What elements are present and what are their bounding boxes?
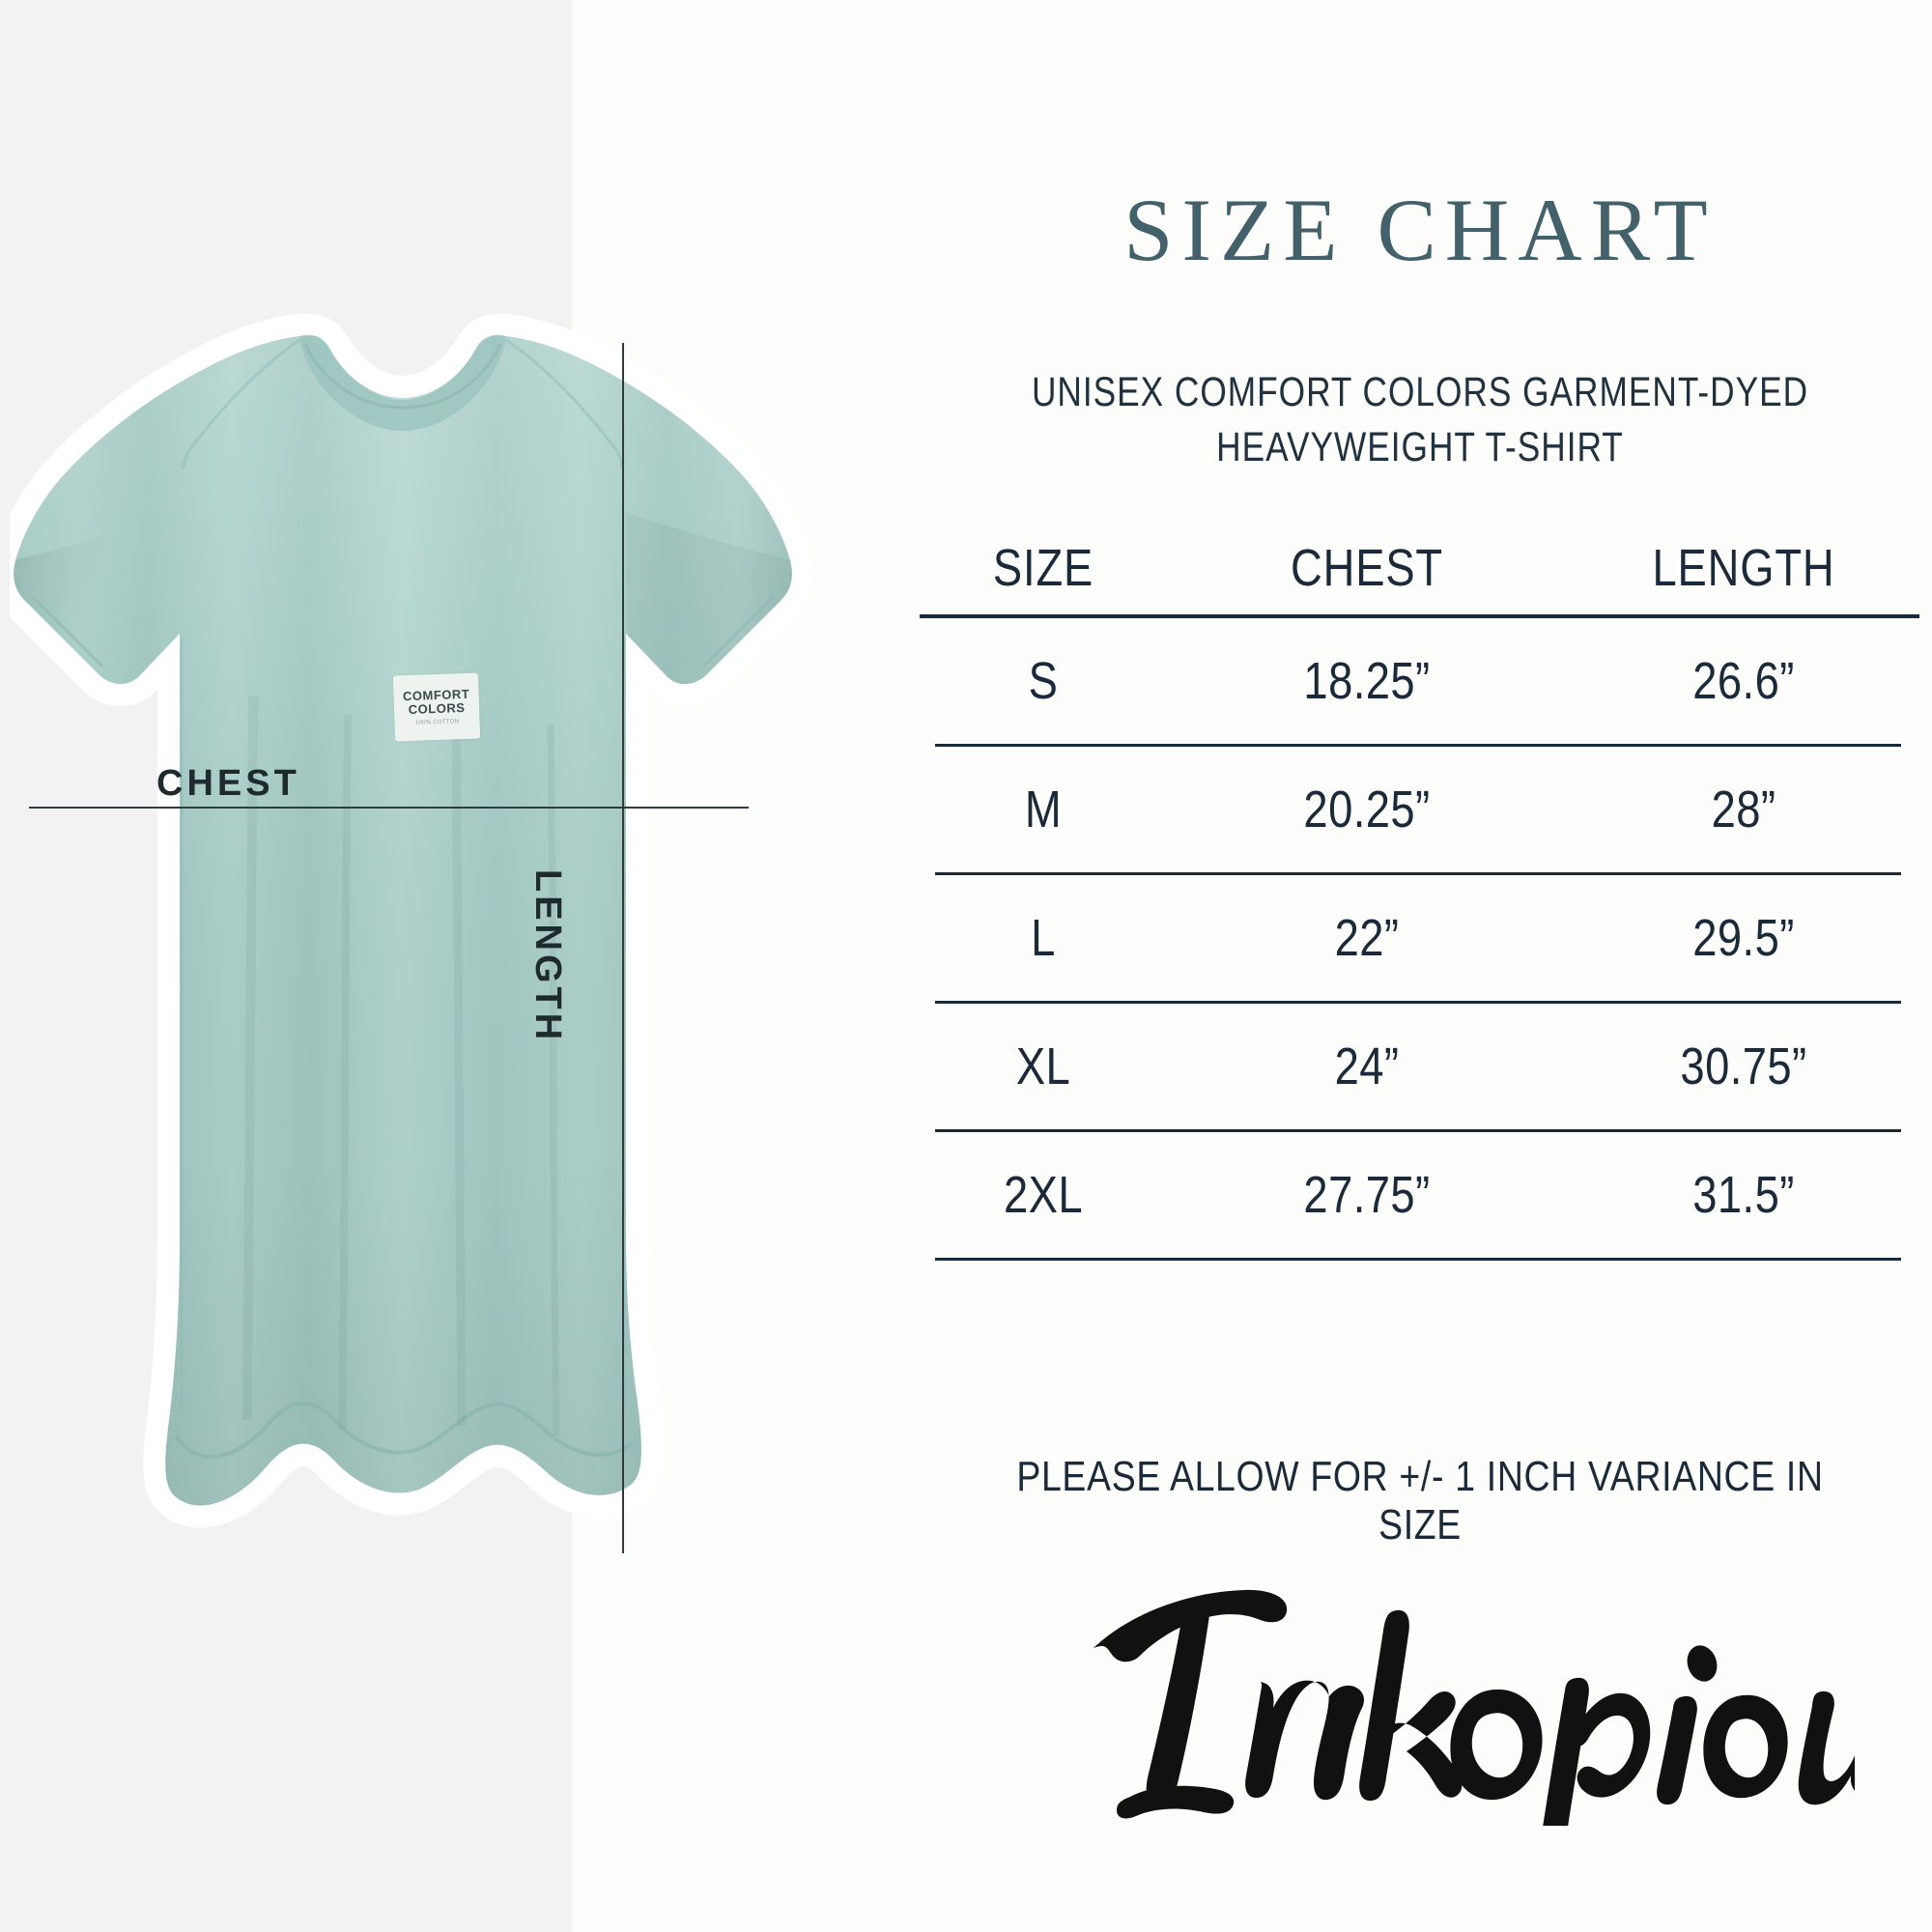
length-measure-label: LENGTH [527,869,568,1044]
tshirt-shading [14,335,792,1506]
table-row-divider [935,872,1901,875]
product-photo: COMFORT COLORS 100% COTTON CHEST LENGTH [0,0,908,1932]
table-row: S 18.25” 26.6” [908,618,1932,744]
sleeve-shade-right [626,512,792,685]
cell-chest: 18.25” [1303,652,1431,710]
neck-tag-brand-line2: COLORS [408,699,466,717]
cell-length: 29.5” [1692,909,1795,967]
length-measure-line [622,343,624,1553]
cell-length: 30.75” [1680,1037,1807,1095]
cell-size: 2XL [1004,1166,1083,1224]
table-row-divider [935,1001,1901,1004]
cell-chest: 27.75” [1303,1166,1431,1224]
collar-seam [303,343,502,410]
subtitle-line-2: HEAVYWEIGHT T-SHIRT [1216,423,1624,470]
cell-chest: 24” [1334,1037,1400,1095]
brand-logo: Inkopious [985,1555,1855,1826]
cell-size: L [1031,909,1056,967]
variance-note: PLEASE ALLOW FOR +/- 1 INCH VARIANCE IN … [1016,1453,1824,1548]
cell-length: 31.5” [1692,1166,1795,1224]
table-row: L 22” 29.5” [908,875,1932,1001]
tshirt-image: COMFORT COLORS 100% COTTON [10,290,879,1642]
neck-tag-fine-print: 100% COTTON [414,719,460,726]
subtitle-line-1: UNISEX COMFORT COLORS GARMENT-DYED [1031,369,1809,415]
chest-measure-label: CHEST [156,763,300,804]
cell-chest: 20.25” [1303,781,1431,838]
table-row-divider [935,1129,1901,1132]
table-bottom-rule [935,1258,1901,1261]
shoulder-seam-right [505,338,624,470]
page-title: SIZE CHART [1123,181,1717,279]
table-row: XL 24” 30.75” [908,1004,1932,1129]
table-row-divider [935,744,1901,747]
chest-measure-line [29,807,749,809]
sleeve-hem-left [31,595,104,668]
cell-size: M [1024,781,1063,838]
collar-rib [299,334,506,431]
sleeve-shade-left [14,512,180,685]
cell-size: S [1028,652,1059,710]
table-header-row: SIZE CHEST LENGTH [908,522,1932,614]
size-chart-panel: SIZE CHART UNISEX COMFORT COLORS GARMENT… [908,0,1932,1932]
table-row: 2XL 27.75” 31.5” [908,1132,1932,1258]
cell-chest: 22” [1334,909,1400,967]
sleeve-hem-right [701,595,775,668]
table-top-rule [920,614,1919,618]
shoulder-seam-left [182,338,300,470]
fabric-folds [242,695,560,1436]
column-header-size: SIZE [992,539,1094,597]
size-table: SIZE CHEST LENGTH S 18.25” 26.6” M 20.25… [908,522,1932,1261]
cell-length: 28” [1711,781,1776,838]
cell-length: 26.6” [1692,652,1795,710]
tshirt-illustration [10,290,879,1642]
page-subtitle: UNISEX COMFORT COLORS GARMENT-DYED HEAVY… [1024,365,1816,475]
inkopious-wordmark-icon [1094,1589,1855,1826]
column-header-chest: CHEST [1291,539,1443,597]
table-row: M 20.25” 28” [908,747,1932,872]
bottom-hem-line [174,1401,634,1460]
neck-brand-tag: COMFORT COLORS 100% COTTON [392,672,481,742]
cell-size: XL [1015,1037,1071,1095]
column-header-length: LENGTH [1652,539,1835,597]
